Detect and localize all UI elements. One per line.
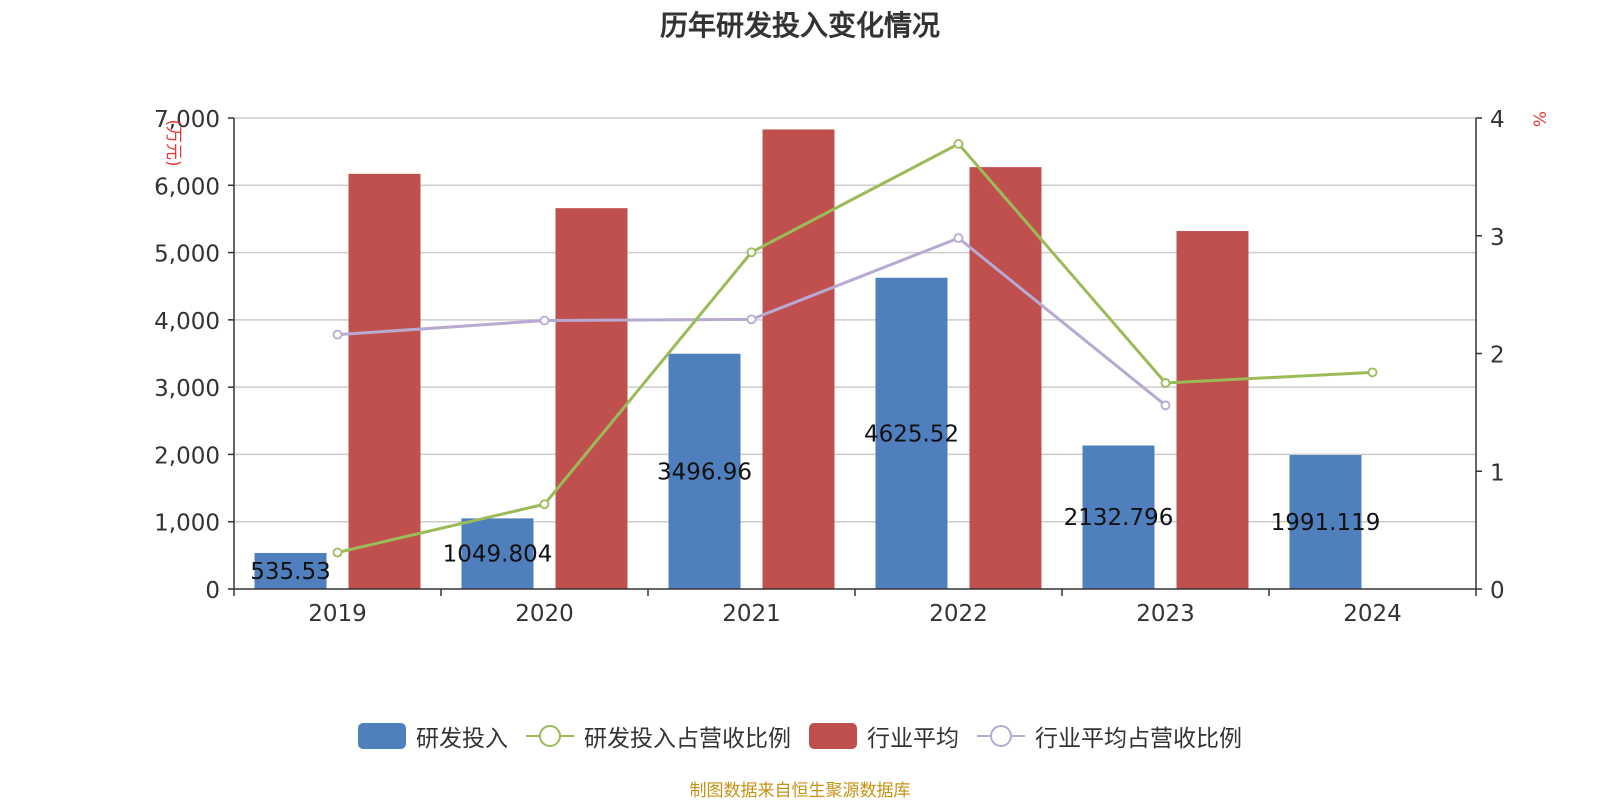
industry-ratio-point — [539, 315, 550, 326]
bar-industry — [1176, 231, 1249, 590]
legend-swatch-rd-ratio — [526, 725, 574, 747]
legend-label-rd-ratio: 研发投入占营收比例 — [584, 726, 791, 752]
legend-line-marker — [539, 725, 561, 747]
left-tick-label: 4,000 — [154, 309, 220, 335]
left-tick-label: 2,000 — [154, 443, 220, 469]
industry-ratio-point — [746, 314, 757, 325]
bar-industry — [348, 173, 421, 589]
legend-item-rd-ratio[interactable]: 研发投入占营收比例 — [526, 719, 791, 753]
left-tick-label: 0 — [205, 578, 220, 604]
bar-rd — [461, 518, 534, 589]
legend-label-rd: 研发投入 — [416, 726, 508, 752]
x-tick-label: 2019 — [308, 601, 367, 627]
bar-label-rd: 535.53 — [250, 559, 330, 585]
right-tick-label: 3 — [1490, 225, 1505, 251]
right-tick-label: 0 — [1490, 578, 1505, 604]
left-tick-label: 7,000 — [154, 107, 220, 133]
legend-swatch-rd — [358, 723, 406, 749]
industry-ratio-point — [332, 329, 343, 340]
legend-item-industry[interactable]: 行业平均 — [809, 719, 959, 753]
bar-rd — [875, 277, 948, 589]
bar-label-rd: 4625.52 — [864, 421, 959, 447]
bar-label-rd: 2132.796 — [1064, 505, 1174, 531]
x-tick-label: 2021 — [722, 601, 781, 627]
left-tick-label: 3,000 — [154, 376, 220, 402]
legend-line-marker — [990, 725, 1012, 747]
source-note: 制图数据来自恒生聚源数据库 — [689, 781, 911, 801]
legend-swatch-industry-ratio — [977, 725, 1025, 747]
bar-label-rd: 1991.119 — [1271, 510, 1381, 536]
legend-swatch-industry — [809, 723, 857, 749]
left-tick-label: 1,000 — [154, 511, 220, 537]
legend: 研发投入 研发投入占营收比例 行业平均 行业平均占营收比例 — [0, 718, 1600, 754]
rd-ratio-point — [332, 547, 343, 558]
legend-item-rd[interactable]: 研发投入 — [358, 719, 508, 753]
right-tick-label: 4 — [1490, 107, 1505, 133]
data-labels: 535.53 1049.804 3496.96 4625.52 2132.796 1991… — [250, 421, 1380, 585]
chart-title: 历年研发投入变化情况 — [659, 9, 940, 42]
bars — [254, 129, 1362, 590]
right-tick-label: 1 — [1490, 460, 1505, 486]
bar-rd — [1289, 455, 1362, 589]
legend-label-industry-ratio: 行业平均占营收比例 — [1035, 726, 1242, 752]
rd-ratio-line — [337, 142, 1373, 554]
rd-ratio-point — [1367, 367, 1378, 378]
industry-ratio-point — [953, 233, 964, 244]
bar-rd — [668, 353, 741, 589]
rd-ratio-point — [953, 139, 964, 149]
left-axis-unit: (万元) — [163, 119, 183, 166]
bar-rd — [254, 552, 327, 589]
rd-ratio-point — [746, 247, 757, 258]
axes: 0 1,000 2,000 3,000 4,000 5,000 6,000 7,000 0 1 2 3… — [154, 107, 1551, 627]
bar-industry — [969, 167, 1042, 589]
x-tick-label: 2023 — [1136, 601, 1195, 627]
x-tick-label: 2020 — [515, 601, 574, 627]
rd-ratio-point — [1160, 378, 1171, 388]
right-tick-label: 2 — [1490, 343, 1505, 369]
bar-industry — [555, 208, 628, 590]
x-tick-label: 2022 — [929, 601, 988, 627]
bar-rd — [1082, 445, 1155, 589]
rd-ratio-point — [539, 499, 550, 510]
left-tick-label: 5,000 — [154, 242, 220, 268]
industry-ratio-point — [1160, 400, 1171, 411]
legend-label-industry: 行业平均 — [867, 726, 959, 752]
bar-industry — [762, 129, 835, 589]
left-tick-label: 6,000 — [154, 174, 220, 200]
legend-item-industry-ratio[interactable]: 行业平均占营收比例 — [977, 719, 1242, 753]
right-axis-unit: % — [1531, 111, 1551, 127]
bar-label-rd: 3496.96 — [657, 459, 752, 485]
grid-lines — [234, 117, 1476, 523]
lines — [332, 139, 1378, 558]
bar-label-rd: 1049.804 — [443, 542, 553, 568]
x-tick-label: 2024 — [1343, 601, 1402, 627]
